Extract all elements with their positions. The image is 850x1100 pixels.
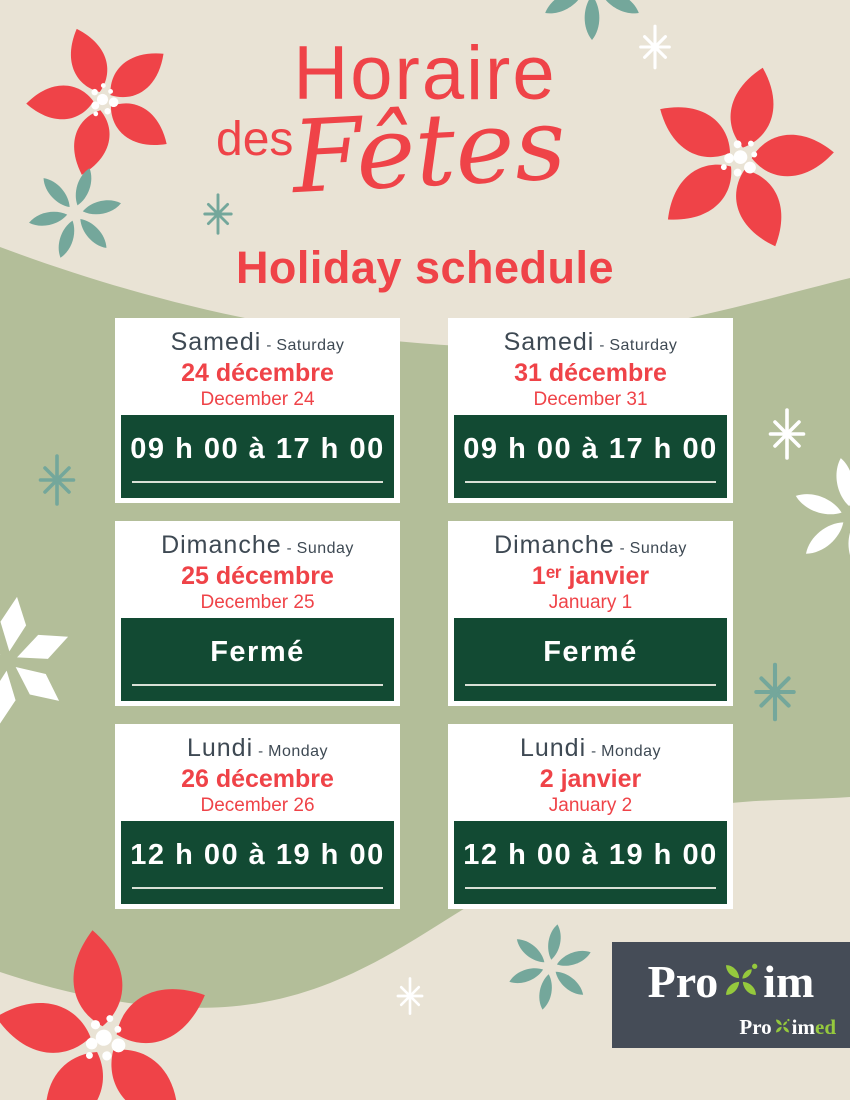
hours-text: 12 h 00 à 19 h 00 bbox=[463, 839, 718, 871]
schedule-card: Dimanche - Sunday 25 décembre December 2… bbox=[115, 521, 400, 706]
proximed-text-ed: ed bbox=[815, 1014, 836, 1039]
day-line: Samedi - Saturday bbox=[171, 328, 345, 357]
day-line: Dimanche - Sunday bbox=[494, 531, 687, 560]
date-english: December 31 bbox=[533, 388, 648, 410]
hours-text: 12 h 00 à 19 h 00 bbox=[130, 839, 385, 871]
proxim-logo: Pro im Pro bbox=[612, 942, 850, 1048]
hours-underline bbox=[464, 481, 717, 483]
date-english: January 1 bbox=[548, 591, 633, 613]
day-line: Lundi - Monday bbox=[520, 734, 661, 763]
date-french: 31 décembre bbox=[514, 358, 667, 387]
hours-box: Fermé bbox=[121, 618, 394, 701]
subtitle-holiday-schedule: Holiday schedule bbox=[235, 242, 615, 293]
schedule-grid: Samedi - Saturday 24 décembre December 2… bbox=[115, 318, 733, 909]
day-separator: - bbox=[266, 336, 272, 354]
proximed-x-leaf-icon bbox=[775, 1018, 790, 1033]
hours-box: 12 h 00 à 19 h 00 bbox=[121, 821, 394, 904]
day-line: Dimanche - Sunday bbox=[161, 531, 354, 560]
date-english: December 26 bbox=[200, 794, 315, 816]
day-name-french: Dimanche bbox=[494, 530, 615, 559]
day-name-english: Saturday bbox=[609, 336, 678, 354]
hours-box: 09 h 00 à 17 h 00 bbox=[454, 415, 727, 498]
hours-text: Fermé bbox=[210, 636, 305, 668]
schedule-card: Lundi - Monday 26 décembre December 26 1… bbox=[115, 724, 400, 909]
leaf-star-bottom-icon bbox=[503, 917, 598, 1016]
day-name-french: Lundi bbox=[519, 733, 587, 762]
day-name-english: Saturday bbox=[276, 336, 345, 354]
date-english: December 24 bbox=[200, 388, 315, 410]
day-name-french: Lundi bbox=[186, 733, 254, 762]
card-header: Dimanche - Sunday 1ᵉʳ janvier January 1 bbox=[448, 521, 733, 618]
card-header: Samedi - Saturday 31 décembre December 3… bbox=[448, 318, 733, 415]
day-name-english: Monday bbox=[268, 742, 329, 760]
title-fetes: Fêtes bbox=[289, 84, 569, 217]
schedule-card: Lundi - Monday 2 janvier January 2 12 h … bbox=[448, 724, 733, 909]
sparkle-teal-1-icon bbox=[203, 193, 233, 235]
day-name-english: Sunday bbox=[629, 539, 687, 557]
card-header: Lundi - Monday 2 janvier January 2 bbox=[448, 724, 733, 821]
proximed-text-im: im bbox=[791, 1014, 815, 1039]
day-separator: - bbox=[619, 539, 625, 557]
date-english: December 25 bbox=[200, 591, 315, 613]
date-french: 1ᵉʳ janvier bbox=[531, 561, 650, 590]
hours-underline bbox=[464, 684, 717, 686]
title-des: des bbox=[216, 113, 294, 166]
day-name-french: Samedi bbox=[503, 327, 595, 356]
proxim-x-leaf-icon bbox=[726, 963, 758, 995]
date-french: 24 décembre bbox=[181, 358, 334, 387]
sparkle-white-3-icon bbox=[396, 977, 424, 1015]
day-separator: - bbox=[286, 539, 292, 557]
schedule-card: Samedi - Saturday 31 décembre December 3… bbox=[448, 318, 733, 503]
day-name-english: Monday bbox=[601, 742, 662, 760]
hours-text: 09 h 00 à 17 h 00 bbox=[463, 433, 718, 465]
card-header: Samedi - Saturday 24 décembre December 2… bbox=[115, 318, 400, 415]
day-separator: - bbox=[599, 336, 605, 354]
date-english: January 2 bbox=[548, 794, 633, 816]
hours-underline bbox=[131, 887, 384, 889]
hours-box: 09 h 00 à 17 h 00 bbox=[121, 415, 394, 498]
day-name-french: Samedi bbox=[170, 327, 262, 356]
day-line: Samedi - Saturday bbox=[504, 328, 678, 357]
card-header: Dimanche - Sunday 25 décembre December 2… bbox=[115, 521, 400, 618]
proximed-wordmark: Pro im ed bbox=[739, 1016, 836, 1038]
card-header: Lundi - Monday 26 décembre December 26 bbox=[115, 724, 400, 821]
day-separator: - bbox=[591, 742, 597, 760]
hours-underline bbox=[131, 684, 384, 686]
schedule-card: Dimanche - Sunday 1ᵉʳ janvier January 1 … bbox=[448, 521, 733, 706]
hours-box: Fermé bbox=[454, 618, 727, 701]
logo-text-im: im bbox=[763, 956, 815, 1007]
proxim-wordmark: Pro im bbox=[612, 956, 850, 1008]
day-name-english: Sunday bbox=[296, 539, 354, 557]
hours-text: 09 h 00 à 17 h 00 bbox=[130, 433, 385, 465]
date-french: 26 décembre bbox=[181, 764, 334, 793]
day-separator: - bbox=[258, 742, 264, 760]
logo-text-pro: Pro bbox=[647, 956, 719, 1007]
proximed-text-pro: Pro bbox=[739, 1014, 772, 1039]
hours-underline bbox=[131, 481, 384, 483]
date-french: 25 décembre bbox=[181, 561, 334, 590]
hours-underline bbox=[464, 887, 717, 889]
date-french: 2 janvier bbox=[539, 764, 642, 793]
title-horaire: Horaire bbox=[293, 31, 557, 116]
schedule-card: Samedi - Saturday 24 décembre December 2… bbox=[115, 318, 400, 503]
hours-text: Fermé bbox=[543, 636, 638, 668]
day-name-french: Dimanche bbox=[161, 530, 282, 559]
day-line: Lundi - Monday bbox=[187, 734, 328, 763]
hours-box: 12 h 00 à 19 h 00 bbox=[454, 821, 727, 904]
